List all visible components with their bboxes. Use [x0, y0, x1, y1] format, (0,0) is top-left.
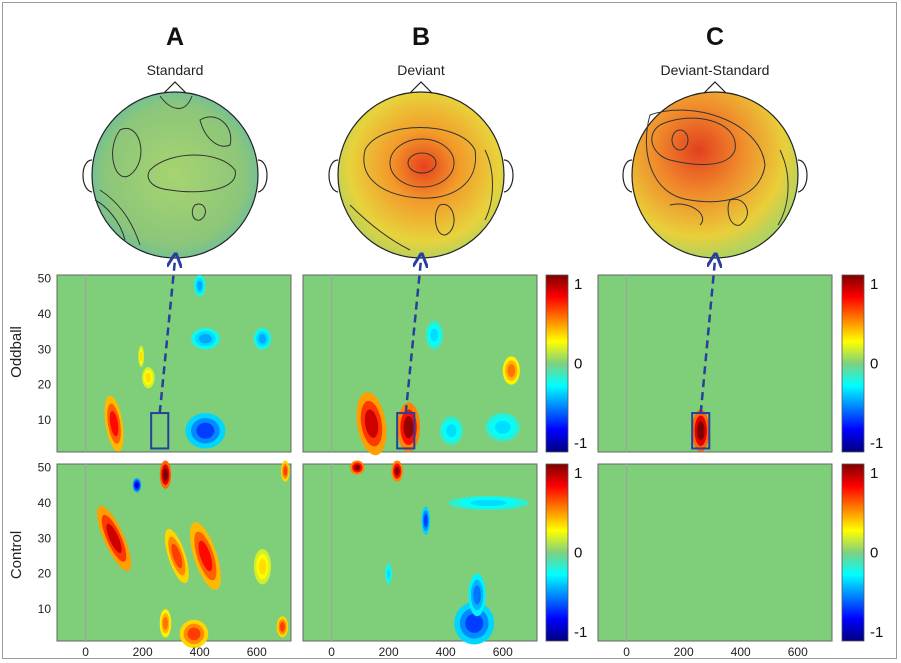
colorbar-tick-label: -1: [870, 624, 883, 641]
heatmap-blob: [162, 616, 169, 630]
colorbar-tick-label: -1: [870, 435, 883, 452]
colorbar-control-diff: [841, 463, 865, 642]
heatmap-blob: [387, 568, 391, 579]
x-tick-label: 400: [731, 645, 751, 659]
y-tick-label: 20: [38, 567, 52, 581]
heatmap-control-standard: [56, 460, 292, 649]
panel-title-diff: Deviant-Standard: [661, 62, 770, 78]
heatmap-blob: [394, 466, 400, 476]
x-tick-label: 400: [436, 645, 456, 659]
colorbar-tick-label: 1: [574, 276, 582, 293]
x-tick-label: 200: [133, 645, 153, 659]
x-tick-label: 200: [379, 645, 399, 659]
colorbar-oddball-diff: [841, 274, 865, 453]
y-tick-label: 10: [38, 602, 52, 616]
colorbar-tick-label: 0: [574, 545, 582, 562]
heatmap-blob: [139, 351, 143, 362]
colorbar-tick-label: 0: [870, 356, 878, 373]
heatmap-control-deviant: [302, 460, 538, 645]
heatmap-blob: [162, 468, 169, 481]
panel-letter-a: A: [166, 23, 184, 51]
heatmap-blob: [465, 613, 484, 633]
heatmap-blob: [198, 540, 213, 572]
heatmap-blob: [364, 409, 379, 438]
colorbar-ticks: 1 0 -1 1 0 -1 1 0 -1 1 0 -1: [574, 276, 883, 641]
scalp-map-diff: [622, 81, 808, 259]
panel-letter-b: B: [412, 23, 430, 51]
heatmap-blob: [283, 466, 288, 476]
roi-overlays: [150, 260, 715, 450]
y-tick-label: 50: [38, 272, 52, 286]
colorbar-tick-label: 1: [870, 465, 878, 482]
heatmap-blob: [198, 333, 212, 344]
panel-title-standard: Standard: [147, 62, 204, 78]
y-tick-label: 10: [38, 413, 52, 427]
x-tick-label: 600: [788, 645, 808, 659]
heatmap-blob: [258, 558, 267, 575]
colorbar-tick-label: 1: [574, 465, 582, 482]
heatmap-oddball-deviant: [302, 274, 538, 456]
heatmap-blob: [354, 464, 361, 471]
scalp-map-standard: [82, 81, 268, 259]
x-tick-label: 600: [493, 645, 513, 659]
heatmap-blob: [109, 411, 119, 437]
heatmap-oddball-diff: [597, 274, 833, 453]
colorbar-oddball-deviant: [545, 274, 569, 453]
colorbar-tick-label: 0: [870, 545, 878, 562]
heatmap-blob: [470, 499, 507, 507]
y-tick-label: 40: [38, 307, 52, 321]
heatmap-blob: [403, 416, 414, 439]
colorbar-tick-label: -1: [574, 435, 587, 452]
heatmap-blob: [279, 622, 286, 632]
y-tick-label: 30: [38, 342, 52, 356]
colorbar-tick-label: -1: [574, 624, 587, 641]
x-tick-label: 400: [190, 645, 210, 659]
heatmap-blob: [446, 424, 457, 438]
y-tick-label: 30: [38, 531, 52, 545]
heatmap-blob: [171, 543, 183, 569]
row-label-oddball: Oddball: [8, 326, 25, 378]
heatmap-blob: [145, 372, 152, 383]
y-tick-label: 50: [38, 461, 52, 475]
colorbar-tick-label: 1: [870, 276, 878, 293]
y-tick-label: 20: [38, 378, 52, 392]
x-tick-label: 200: [674, 645, 694, 659]
heatmap-blob: [187, 627, 201, 641]
heatmap-blob: [197, 280, 203, 291]
x-tick-label: 0: [82, 645, 89, 659]
panel-title-deviant: Deviant: [397, 62, 445, 78]
heatmap-blob: [430, 328, 439, 342]
x-tick-label: 600: [247, 645, 267, 659]
heatmap-blob: [106, 523, 122, 554]
heatmap-blob: [507, 364, 516, 377]
colorbar-control-deviant: [545, 463, 569, 642]
x-tick-label: 0: [623, 645, 630, 659]
row-label-control: Control: [8, 531, 25, 579]
panel-letter-c: C: [706, 23, 724, 51]
scalp-map-deviant: [328, 81, 514, 259]
heatmap-oddball-standard: [56, 274, 292, 453]
colorbar-tick-label: 0: [574, 356, 582, 373]
heatmap-blob: [196, 422, 215, 439]
heatmap-blob: [696, 421, 705, 441]
x-tick-label: 0: [328, 645, 335, 659]
heatmap-blob: [473, 585, 481, 605]
heatmap-control-diff: [597, 463, 833, 642]
heatmap-blob: [258, 333, 267, 344]
heatmap-blob: [134, 482, 139, 489]
y-tick-label: 40: [38, 496, 52, 510]
heatmap-blob: [495, 420, 511, 434]
heatmap-blob: [423, 514, 428, 528]
